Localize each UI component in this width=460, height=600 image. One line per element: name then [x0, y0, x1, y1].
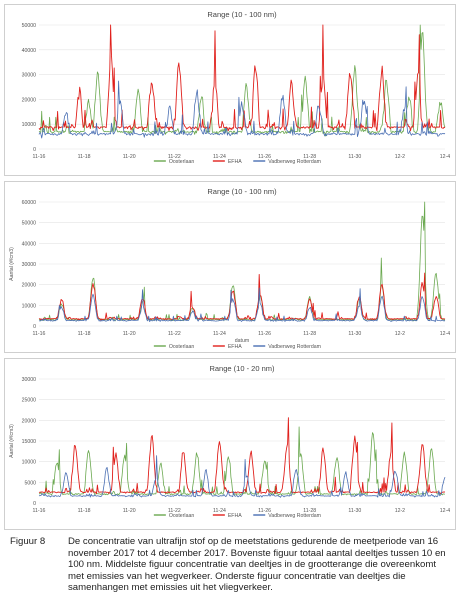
- y-tick-label: 10000: [22, 303, 37, 309]
- legend-label: EFHA: [228, 344, 242, 350]
- x-tick-label: 11-24: [213, 154, 226, 160]
- x-tick-label: 11-30: [348, 508, 361, 514]
- x-tick-label: 11-18: [78, 508, 91, 514]
- y-tick-label: 30000: [22, 73, 37, 79]
- y-tick-label: 30000: [22, 377, 37, 383]
- series-line-vadbenweg-rotterdam: [39, 287, 446, 323]
- x-tick-label: 11-24: [213, 331, 226, 337]
- legend-label: EFHA: [228, 159, 242, 165]
- y-tick-label: 5000: [24, 480, 36, 486]
- x-tick-label: 11-16: [33, 154, 46, 160]
- y-tick-label: 30000: [22, 262, 37, 268]
- x-tick-label: 11-24: [213, 508, 226, 514]
- x-tick-label: 11-20: [123, 508, 136, 514]
- x-tick-label: 12-4: [440, 508, 450, 514]
- y-tick-label: 0: [33, 324, 36, 330]
- chart-title: Range (10 - 100 nm): [207, 10, 277, 19]
- legend-label: Oosterlaan: [169, 344, 194, 350]
- x-tick-label: 11-30: [348, 154, 361, 160]
- y-tick-label: 0: [33, 147, 36, 153]
- figure-caption-text: De concentratie van ultrafijn stof op de…: [68, 536, 446, 594]
- x-tick-label: 11-30: [348, 331, 361, 337]
- x-tick-label: 11-28: [303, 154, 316, 160]
- series-line-vadbenweg-rotterdam: [38, 80, 446, 139]
- x-tick-label: 11-28: [303, 331, 316, 337]
- chart-title: Range (10 - 20 nm): [209, 364, 275, 373]
- y-tick-label: 20000: [22, 283, 37, 289]
- y-tick-label: 10000: [22, 122, 37, 128]
- x-tick-label: 11-16: [33, 508, 46, 514]
- legend-label: Vadbenweg Rotterdam: [268, 344, 321, 350]
- x-tick-label: 11-16: [33, 331, 46, 337]
- x-tick-label: 12-2: [395, 508, 405, 514]
- x-tick-label: 11-22: [168, 508, 181, 514]
- x-axis-label: datum: [235, 338, 249, 344]
- x-tick-label: 11-22: [168, 154, 181, 160]
- series-line-vadbenweg-rotterdam: [38, 455, 446, 498]
- y-tick-label: 40000: [22, 48, 37, 54]
- legend-label: Oosterlaan: [169, 159, 194, 165]
- series-line-oosterlaan: [38, 426, 445, 496]
- chart-panel-road: Range (10 - 100 nm) 0 10000 20000 30000 40000…: [4, 181, 456, 353]
- legend-label: Oosterlaan: [169, 513, 194, 519]
- x-tick-label: 11-26: [258, 508, 271, 514]
- y-tick-label: 50000: [22, 221, 37, 227]
- x-tick-label: 12-2: [395, 331, 405, 337]
- y-axis-label: Aantal (#/cm3): [9, 424, 15, 458]
- legend-label: Vadbenweg Rotterdam: [268, 513, 321, 519]
- y-tick-label: 15000: [22, 439, 37, 445]
- figure-label: Figuur 8: [10, 536, 46, 547]
- chart-total-svg: Range (10 - 100 nm) 0 10000 20000 30000 40000…: [22, 10, 451, 165]
- series-line-efha: [38, 272, 446, 321]
- x-tick-label: 11-18: [78, 154, 91, 160]
- x-tick-label: 12-4: [440, 154, 450, 160]
- x-tick-label: 11-20: [123, 331, 136, 337]
- y-axis-label: Aantal (#/cm3): [9, 247, 15, 281]
- series-line-efha: [38, 24, 446, 132]
- series-line-oosterlaan: [38, 24, 446, 137]
- chart-panel-air: Range (10 - 20 nm) 0 5000 10000 15000 20000 25…: [4, 358, 456, 530]
- legend-label: EFHA: [228, 513, 242, 519]
- x-tick-label: 11-18: [78, 331, 91, 337]
- chart-title: Range (10 - 100 nm): [207, 187, 277, 196]
- y-tick-label: 25000: [22, 398, 37, 404]
- x-tick-label: 11-20: [123, 154, 136, 160]
- x-tick-label: 12-2: [395, 154, 405, 160]
- x-tick-label: 11-26: [258, 154, 271, 160]
- x-tick-label: 12-4: [440, 331, 450, 337]
- y-tick-label: 40000: [22, 241, 37, 247]
- chart-air-svg: Range (10 - 20 nm) 0 5000 10000 15000 20000 25…: [9, 364, 450, 519]
- y-tick-label: 50000: [22, 23, 37, 29]
- chart-panel-total: Range (10 - 100 nm) 0 10000 20000 30000 40000…: [4, 4, 456, 176]
- x-tick-label: 11-22: [168, 331, 181, 337]
- legend-label: Vadbenweg Rotterdam: [268, 159, 321, 165]
- y-tick-label: 20000: [22, 97, 37, 103]
- chart-road-svg: Range (10 - 100 nm) 0 10000 20000 30000 40000…: [9, 187, 450, 350]
- x-tick-label: 11-26: [258, 331, 271, 337]
- y-tick-label: 20000: [22, 418, 37, 424]
- y-tick-label: 10000: [22, 460, 37, 466]
- series-line-efha: [38, 417, 446, 495]
- x-tick-label: 11-28: [303, 508, 316, 514]
- y-tick-label: 0: [33, 501, 36, 507]
- y-tick-label: 60000: [22, 200, 37, 206]
